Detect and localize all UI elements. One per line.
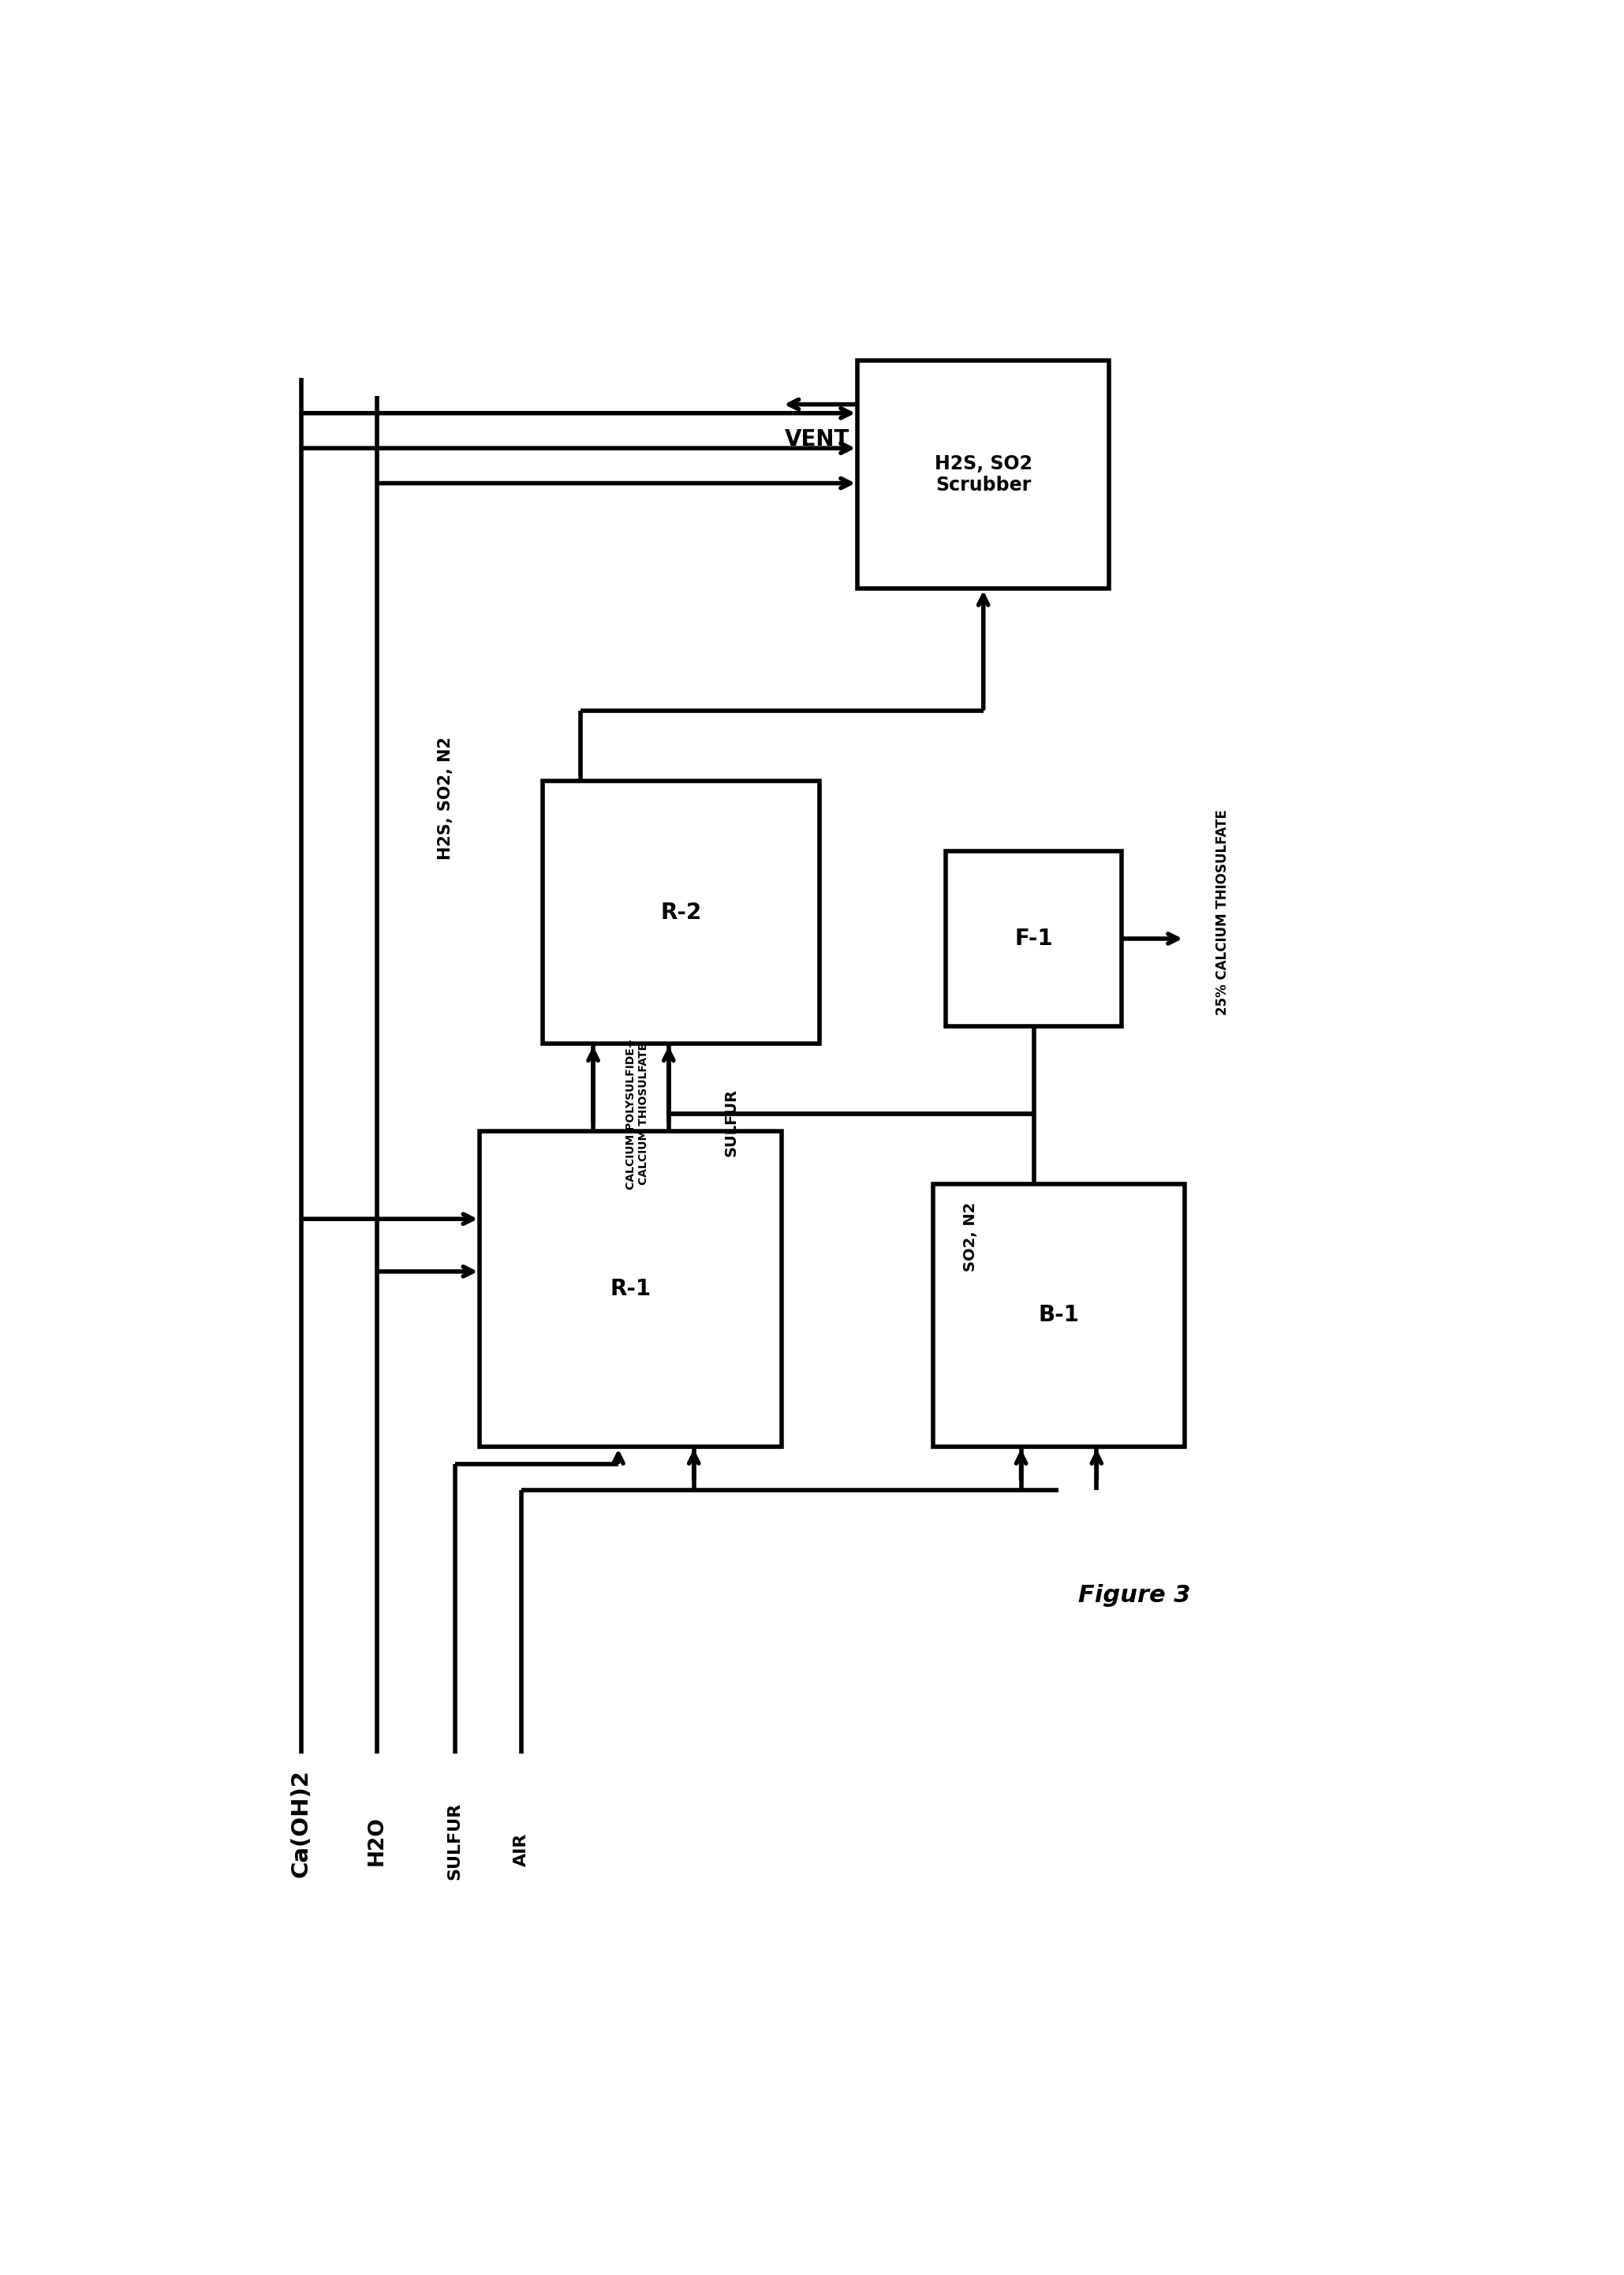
Text: H2S, SO2
Scrubber: H2S, SO2 Scrubber [934,455,1033,496]
Text: R-2: R-2 [661,901,702,924]
Text: SULFUR: SULFUR [447,1802,463,1879]
Text: 25% CALCIUM THIOSULFATE: 25% CALCIUM THIOSULFATE [1215,810,1229,1015]
Text: B-1: B-1 [1038,1304,1080,1326]
Text: SULFUR: SULFUR [724,1090,739,1156]
Text: VENT: VENT [784,428,849,450]
Text: CALCIUM POLYSULFIDE+
CALCIUM THIOSULFATE: CALCIUM POLYSULFIDE+ CALCIUM THIOSULFATE [625,1037,650,1190]
Bar [945,851,1122,1026]
Bar [932,1183,1186,1447]
Text: SO2, N2: SO2, N2 [963,1201,978,1272]
Bar [481,1131,783,1447]
Text: Ca(OH)2: Ca(OH)2 [291,1770,312,1877]
Text: R-1: R-1 [611,1279,651,1299]
Bar [857,359,1109,589]
Text: H2O: H2O [367,1815,387,1866]
Text: Figure 3: Figure 3 [1078,1583,1190,1606]
Bar [542,780,820,1044]
Text: F-1: F-1 [1015,928,1052,949]
Text: AIR: AIR [513,1834,529,1866]
Text: H2S, SO2, N2: H2S, SO2, N2 [438,737,453,860]
